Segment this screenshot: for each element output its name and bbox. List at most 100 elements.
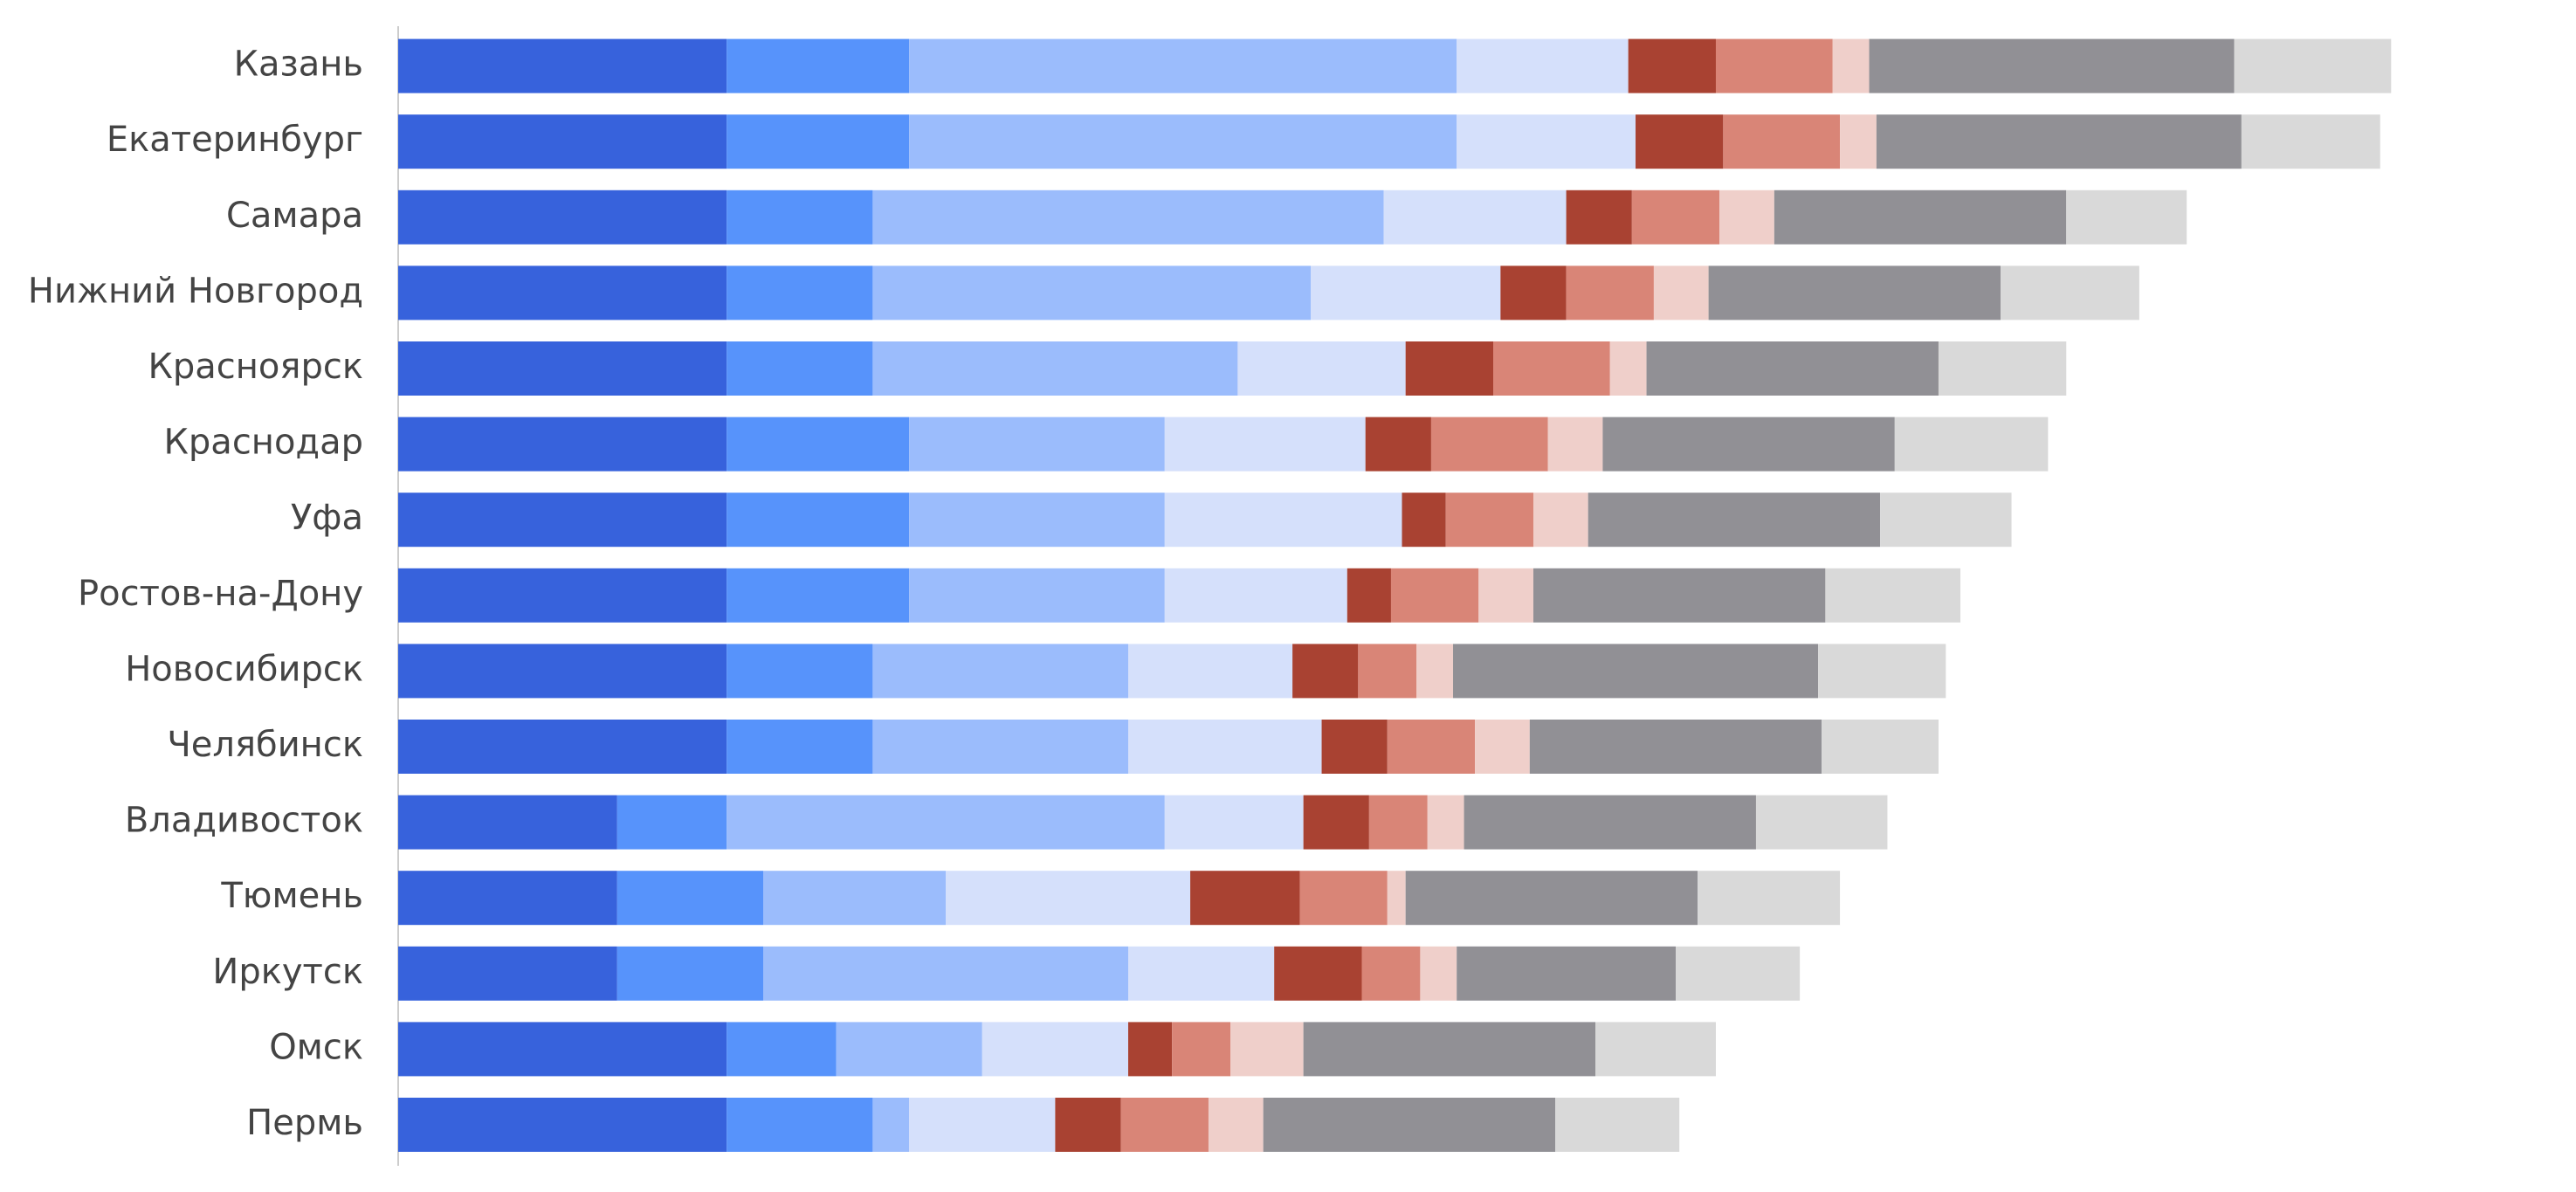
bar-segment bbox=[1387, 871, 1406, 926]
bar-segment bbox=[1464, 795, 1756, 850]
bar-segment bbox=[398, 493, 727, 548]
bar-segment bbox=[1347, 568, 1391, 623]
bar-segment bbox=[909, 38, 1457, 93]
bar-segment bbox=[398, 946, 617, 1001]
bar-segment bbox=[1128, 644, 1293, 699]
bar-segment bbox=[1292, 644, 1359, 699]
bar-segment bbox=[1500, 265, 1567, 320]
bar-segment bbox=[1128, 1022, 1173, 1077]
bar-segment bbox=[1311, 265, 1501, 320]
bar-segment bbox=[1457, 38, 1629, 93]
bar-segment bbox=[1383, 189, 1567, 245]
y-tick-label: Иркутск bbox=[212, 952, 363, 992]
bar-segment bbox=[1938, 341, 2067, 396]
bar-segment bbox=[1190, 871, 1300, 926]
bar-segment bbox=[909, 568, 1165, 623]
bar-segment bbox=[1457, 946, 1676, 1001]
bar-segment bbox=[1698, 871, 1841, 926]
bar-segment bbox=[909, 1098, 1056, 1152]
bar-segment bbox=[1164, 568, 1347, 623]
bar-segment bbox=[1164, 417, 1366, 472]
bar-segment bbox=[1566, 265, 1654, 320]
bar-segment bbox=[1172, 1022, 1231, 1077]
bar-segment bbox=[1263, 1098, 1556, 1152]
y-tick-label: Краснодар bbox=[164, 423, 363, 463]
bar-segment bbox=[1405, 341, 1493, 396]
bar-segment bbox=[909, 114, 1457, 169]
bar-segment bbox=[1708, 265, 2001, 320]
bar-segment bbox=[1676, 946, 1801, 1001]
y-tick-label: Казань bbox=[234, 45, 363, 85]
bar-segment bbox=[1533, 493, 1588, 548]
bar-segment bbox=[398, 795, 617, 850]
bar-segment bbox=[872, 720, 1128, 774]
bar-segment bbox=[1588, 493, 1881, 548]
bar-segment bbox=[398, 644, 727, 699]
bar-segment bbox=[1719, 189, 1774, 245]
bar-segment bbox=[1822, 720, 1939, 774]
bar-segment bbox=[727, 795, 1165, 850]
bar-segment bbox=[1274, 946, 1362, 1001]
bar-segment bbox=[872, 189, 1384, 245]
bar-segment bbox=[727, 720, 873, 774]
bar-segment bbox=[1723, 114, 1841, 169]
bar-segment bbox=[872, 644, 1128, 699]
bar-segment bbox=[1628, 38, 1716, 93]
bar-segment bbox=[727, 568, 910, 623]
bar-segment bbox=[2066, 189, 2187, 245]
y-tick-label: Новосибирск bbox=[125, 649, 363, 689]
bar-segment bbox=[1715, 38, 1833, 93]
bar-segment bbox=[1164, 493, 1402, 548]
bar-segment bbox=[1774, 189, 2067, 245]
bar-segment bbox=[1869, 38, 2235, 93]
bar-segment bbox=[1128, 720, 1322, 774]
bar-segment bbox=[1894, 417, 2049, 472]
bar-segment bbox=[1358, 644, 1417, 699]
bar-segment bbox=[1405, 871, 1698, 926]
y-tick-label: Екатеринбург bbox=[107, 120, 363, 160]
bar-segment bbox=[398, 720, 727, 774]
bar-segment bbox=[616, 795, 727, 850]
bar-segment bbox=[1402, 493, 1446, 548]
bar-segment bbox=[727, 493, 910, 548]
bar-segment bbox=[2234, 38, 2392, 93]
y-tick-label: Уфа bbox=[291, 498, 363, 538]
bar-segment bbox=[2241, 114, 2380, 169]
bar-segment bbox=[909, 493, 1165, 548]
bar-segment bbox=[727, 341, 873, 396]
bar-segment bbox=[1237, 341, 1406, 396]
bar-segment bbox=[1832, 38, 1870, 93]
bar-segment bbox=[398, 1022, 727, 1077]
bar-segment bbox=[398, 265, 727, 320]
bar-segment bbox=[398, 568, 727, 623]
y-tick-label: Владивосток bbox=[125, 801, 363, 841]
bar-segment bbox=[1825, 568, 1961, 623]
bar-segment bbox=[981, 1022, 1128, 1077]
bar-segment bbox=[1646, 341, 1939, 396]
bar-segment bbox=[1876, 114, 2242, 169]
bar-segment bbox=[1533, 568, 1826, 623]
bar-segment bbox=[727, 417, 910, 472]
bar-segment bbox=[1840, 114, 1877, 169]
bar-segment bbox=[1427, 795, 1464, 850]
bar-segment bbox=[1430, 417, 1548, 472]
bar-segment bbox=[872, 265, 1311, 320]
bar-segment bbox=[763, 871, 946, 926]
bar-segment bbox=[1365, 417, 1431, 472]
bar-segment bbox=[1566, 189, 1632, 245]
bar-segment bbox=[1478, 568, 1533, 623]
y-tick-label: Омск bbox=[269, 1027, 363, 1067]
bar-segment bbox=[398, 871, 617, 926]
bar-segment bbox=[1555, 1098, 1680, 1152]
bar-segment bbox=[1880, 493, 2012, 548]
y-tick-label: Челябинск bbox=[167, 725, 363, 765]
bar-segment bbox=[1387, 720, 1476, 774]
bar-segment bbox=[1818, 644, 1946, 699]
bar-segment bbox=[872, 1098, 910, 1152]
bar-segment bbox=[1128, 946, 1275, 1001]
bar-segment bbox=[727, 265, 873, 320]
bar-segment bbox=[1164, 795, 1304, 850]
bar-segment bbox=[1208, 1098, 1264, 1152]
bar-segment bbox=[398, 38, 727, 93]
